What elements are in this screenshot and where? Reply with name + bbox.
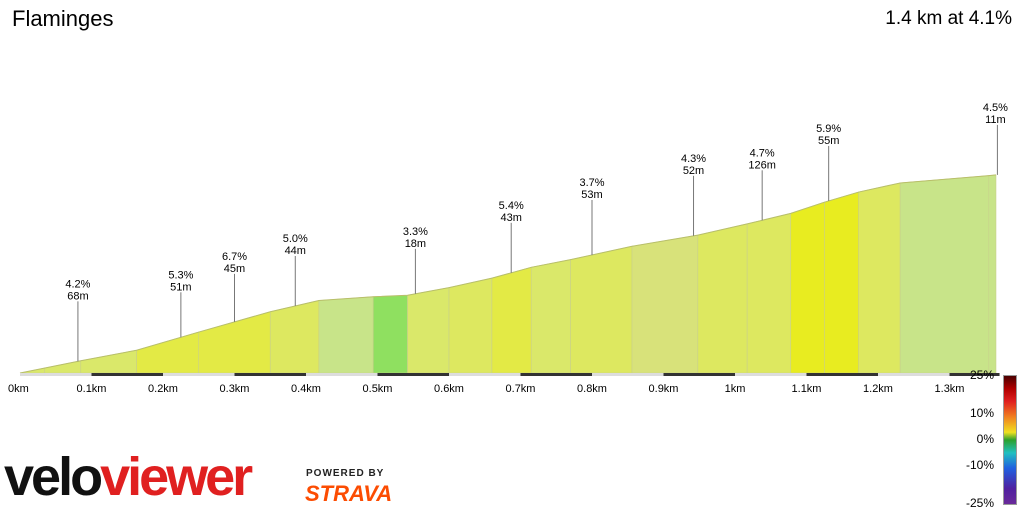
axis-segment xyxy=(91,373,163,376)
grade-band xyxy=(899,175,990,374)
segment-length-label: 55m xyxy=(818,135,839,147)
segment-grade-label: 5.0% xyxy=(283,233,308,245)
grade-band xyxy=(448,277,493,374)
grade-band xyxy=(530,259,571,374)
grade-band xyxy=(372,294,408,374)
segment-grade-label: 6.7% xyxy=(222,251,247,263)
segment-grade-label: 4.2% xyxy=(65,278,90,290)
segment-grade-label: 4.5% xyxy=(983,102,1008,114)
x-tick-label: 0.6km xyxy=(434,383,464,395)
logo-velo: velo xyxy=(4,447,103,507)
gradient-scale-label: 0% xyxy=(976,432,994,446)
x-tick-label: 0.3km xyxy=(220,383,250,395)
grade-band xyxy=(790,201,825,374)
segment-length-label: 51m xyxy=(170,281,191,293)
grade-band xyxy=(80,349,137,374)
axis-segment xyxy=(234,373,306,376)
grade-band xyxy=(697,223,748,374)
segment-labels: 4.2%68m5.3%51m6.7%45m5.0%44m3.3%18m5.4%4… xyxy=(65,102,1008,362)
segment-length-label: 53m xyxy=(581,189,602,201)
segment-length-label: 43m xyxy=(501,212,522,224)
segment-length-label: 52m xyxy=(683,165,704,177)
strava-logo: STRAVA xyxy=(305,481,393,506)
gradient-scale-label: 25% xyxy=(969,368,994,382)
axis-segment xyxy=(735,373,807,376)
segment-length-label: 11m xyxy=(985,114,1006,126)
x-tick-label: 0.2km xyxy=(148,383,178,395)
segment-length-label: 18m xyxy=(405,238,426,250)
segment-summary: 1.4 km at 4.1% xyxy=(885,8,1012,29)
axis-segment xyxy=(449,373,521,376)
grade-band xyxy=(988,174,997,374)
powered-by-label: POWERED BY xyxy=(306,468,385,479)
grade-band xyxy=(407,287,450,374)
segment-grade-label: 5.4% xyxy=(499,200,524,212)
axis-segment xyxy=(878,373,950,376)
x-tick-label: 0.9km xyxy=(649,383,679,395)
gradient-scale-label: 10% xyxy=(969,406,994,421)
x-tick-label: 1km xyxy=(725,383,746,395)
grade-band xyxy=(491,266,532,374)
grade-band xyxy=(269,300,320,374)
grade-band xyxy=(746,213,792,374)
segment-title: Flaminges xyxy=(12,6,114,31)
gradient-color-scale xyxy=(1003,375,1017,505)
grade-band xyxy=(318,296,374,374)
segment-length-label: 45m xyxy=(224,263,245,275)
grade-band xyxy=(570,245,633,374)
segment-grade-label: 4.7% xyxy=(750,147,775,159)
axis-segment xyxy=(663,373,735,376)
axis-segment xyxy=(592,373,664,376)
logo-viewer: viewer xyxy=(100,447,253,507)
segment-grade-label: 5.3% xyxy=(168,269,193,281)
x-tick-label: 0.7km xyxy=(506,383,536,395)
segment-grade-label: 5.9% xyxy=(816,123,841,135)
gradient-scale-label: -25% xyxy=(965,496,994,510)
veloviewer-logo: veloviewer xyxy=(4,447,253,507)
axis-segment xyxy=(949,373,1000,376)
axis-segment xyxy=(20,373,92,376)
gradient-scale-label: -10% xyxy=(965,457,994,472)
x-tick-label: 0.1km xyxy=(77,383,107,395)
segment-grade-label: 3.7% xyxy=(579,177,604,189)
x-tick-label: 1.2km xyxy=(863,383,893,395)
segment-grade-label: 4.3% xyxy=(681,153,706,165)
segment-length-label: 126m xyxy=(748,159,776,171)
axis-segment xyxy=(377,373,449,376)
x-tick-label: 0.8km xyxy=(577,383,607,395)
x-tick-label: 0.5km xyxy=(363,383,393,395)
axis-segment xyxy=(520,373,592,376)
grade-band xyxy=(631,234,699,374)
axis-segment xyxy=(306,373,378,376)
grade-band xyxy=(824,191,859,374)
x-tick-label: 0.4km xyxy=(291,383,321,395)
segment-grade-label: 3.3% xyxy=(403,226,428,238)
axis-segment xyxy=(806,373,878,376)
segment-length-label: 68m xyxy=(67,290,88,302)
x-tick-label: 0km xyxy=(8,383,29,395)
axis-segment xyxy=(163,373,235,376)
x-tick-label: 1.3km xyxy=(935,383,965,395)
segment-length-label: 44m xyxy=(285,245,306,257)
x-tick-label: 1.1km xyxy=(792,383,822,395)
grade-band xyxy=(858,182,901,374)
distance-axis: 0km 0.1km 0.2km 0.3km 0.4km 0.5km 0.6km 0.7km 0.… xyxy=(8,373,1000,395)
grade-band xyxy=(136,331,200,374)
